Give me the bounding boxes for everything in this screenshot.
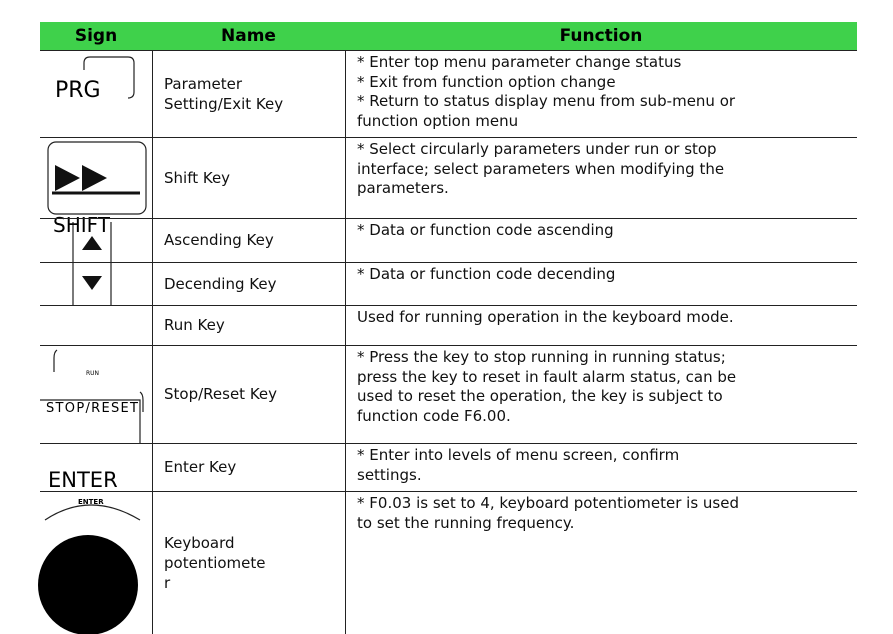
function-cell: * Enter top menu parameter change status… xyxy=(345,50,857,137)
name-line: Stop/Reset Key xyxy=(164,385,278,403)
sign-label: PRG xyxy=(55,78,101,103)
name-line: potentiomete xyxy=(164,553,266,572)
function-line: * Select circularly parameters under run… xyxy=(357,140,717,158)
row-line xyxy=(40,50,857,51)
function-cell: * F0.03 is set to 4, keyboard potentiome… xyxy=(345,491,857,634)
name-line: Ascending Key xyxy=(164,231,274,249)
function-cell: * Enter into levels of menu screen, conf… xyxy=(345,443,857,491)
name-line: Keyboard xyxy=(164,533,235,552)
function-line: interface; select parameters when modify… xyxy=(357,159,725,178)
function-cell: * Data or function code decending xyxy=(345,262,857,305)
row-line xyxy=(40,305,857,306)
function-line: parameters. xyxy=(357,179,449,197)
sign-label: ENTER xyxy=(78,498,104,506)
function-line: * Data or function code ascending xyxy=(357,221,614,239)
prg-key-outline xyxy=(90,56,135,99)
shift-key-outline xyxy=(47,141,147,215)
function-line: settings. xyxy=(357,465,422,484)
name-line: Enter Key xyxy=(164,458,237,476)
function-line: function option menu xyxy=(357,111,519,130)
sign-label: STOP/RESET xyxy=(46,401,138,416)
name-cell: Stop/Reset Key xyxy=(152,345,345,443)
sign-label: ENTER xyxy=(48,468,118,492)
sign-label: SHIFT xyxy=(53,213,111,237)
column-line xyxy=(345,50,346,634)
name-cell: Keyboard potentiomete r xyxy=(152,491,345,634)
name-cell: Run Key xyxy=(152,305,345,345)
function-line: * Data or function code decending xyxy=(357,265,616,283)
row-line xyxy=(40,491,857,492)
function-cell: * Data or function code ascending xyxy=(345,218,857,262)
row-line xyxy=(40,137,857,138)
function-cell: Used for running operation in the keyboa… xyxy=(345,305,857,345)
function-line: * Enter into levels of menu screen, conf… xyxy=(357,446,680,464)
row-line xyxy=(40,345,857,346)
knob xyxy=(38,535,138,634)
prg-key-outline xyxy=(83,56,91,70)
function-line: * Return to status display menu from sub… xyxy=(357,92,736,110)
arrow-key-outline xyxy=(72,222,112,305)
name-line: r xyxy=(164,573,171,592)
function-line: * Exit from function option change xyxy=(357,72,616,91)
row-line xyxy=(40,262,857,263)
shift-arrows xyxy=(55,165,107,191)
row-line xyxy=(40,443,857,444)
function-line: press the key to reset in fault alarm st… xyxy=(357,367,737,386)
function-line: function code F6.00. xyxy=(357,406,511,425)
stop-key-outline xyxy=(40,391,144,443)
function-line: * Press the key to stop running in runni… xyxy=(357,348,726,366)
header-sign: Sign xyxy=(40,22,152,50)
header-name: Name xyxy=(152,22,345,50)
name-cell: Enter Key xyxy=(152,443,345,491)
function-line: to set the running frequency. xyxy=(357,513,575,532)
name-cell: Parameter Setting/Exit Key xyxy=(152,50,345,137)
column-line xyxy=(152,50,153,634)
sign-label: RUN xyxy=(86,370,99,377)
function-cell: * Select circularly parameters under run… xyxy=(345,137,857,218)
name-line: Shift Key xyxy=(164,168,231,187)
stop-key-outline xyxy=(53,349,58,372)
name-line: Run Key xyxy=(164,316,225,334)
row-line xyxy=(40,218,857,219)
name-cell: Ascending Key xyxy=(152,218,345,262)
function-cell: * Press the key to stop running in runni… xyxy=(345,345,857,443)
up-arrow xyxy=(82,236,102,250)
name-line: Decending Key xyxy=(164,274,277,293)
down-arrow xyxy=(82,276,102,290)
name-cell: Shift Key xyxy=(152,137,345,218)
name-line: Parameter xyxy=(164,74,243,93)
name-cell: Decending Key xyxy=(152,262,345,305)
function-line: * F0.03 is set to 4, keyboard potentiome… xyxy=(357,494,740,512)
function-line: Used for running operation in the keyboa… xyxy=(357,308,734,326)
name-line: Setting/Exit Key xyxy=(164,94,284,113)
knob-arc xyxy=(44,504,141,521)
function-line: * Enter top menu parameter change status xyxy=(357,53,682,71)
header-function: Function xyxy=(345,22,857,50)
function-line: used to reset the operation, the key is … xyxy=(357,387,723,405)
